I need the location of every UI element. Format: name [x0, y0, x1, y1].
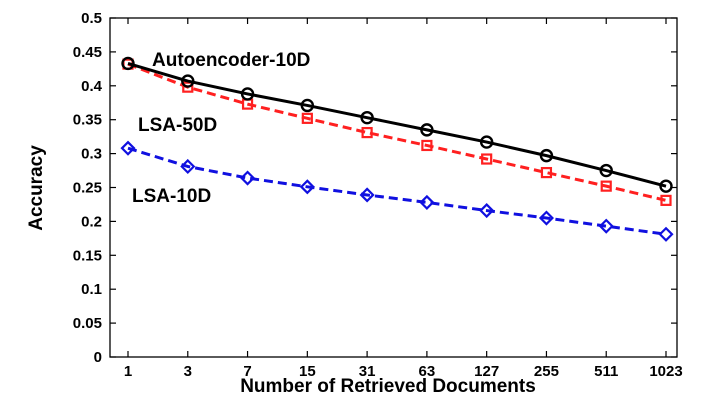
series-autoencoder-10d	[121, 56, 673, 193]
series-lsa-10d	[120, 140, 674, 242]
plot-frame	[109, 17, 678, 358]
y-axis-label: Accuracy	[26, 145, 47, 231]
data-point	[479, 135, 494, 149]
data-point	[240, 87, 255, 101]
data-point	[419, 194, 435, 210]
y-tick-label: 0.4	[81, 78, 103, 95]
x-axis-label: Number of Retrieved Documents	[240, 376, 536, 397]
data-point	[182, 81, 194, 93]
x-tick-label: 3	[184, 363, 192, 380]
x-tick-label: 1	[124, 363, 132, 380]
y-tick-label: 0.5	[81, 10, 102, 27]
x-tick-label: 1023	[649, 363, 682, 380]
data-point	[598, 218, 614, 234]
x-tick-label: 7	[243, 363, 251, 380]
data-point	[600, 180, 612, 192]
series-label: LSA-10D	[132, 186, 211, 207]
y-tick-label: 0.25	[73, 180, 102, 197]
series-line	[127, 146, 667, 236]
y-tick-label: 0	[94, 349, 102, 366]
series-line	[127, 61, 667, 188]
data-point	[239, 170, 256, 186]
y-axis: 0 0.05 0.1 0.15 0.2 0.25 0.3 0.35 0.4 0.45 0.5	[73, 10, 677, 366]
data-point	[299, 179, 315, 195]
x-axis: 1 3 7 15 31 63 127 255 511 1023	[124, 18, 683, 380]
series-label: Autoencoder-10D	[152, 50, 310, 71]
data-point	[359, 187, 375, 203]
series-labels: Autoencoder-10D LSA-50D LSA-10D	[132, 50, 310, 207]
data-point	[180, 158, 196, 175]
data-point	[599, 163, 613, 178]
data-point	[421, 139, 433, 152]
y-tick-label: 0.3	[81, 146, 102, 163]
series-line	[127, 62, 667, 202]
x-tick-label: 255	[534, 363, 559, 380]
y-tick-label: 0.2	[81, 213, 102, 230]
x-tick-label: 63	[419, 363, 436, 380]
y-tick-label: 0.35	[73, 112, 102, 129]
series-label: LSA-50D	[138, 115, 217, 136]
data-point	[301, 112, 313, 124]
x-tick-label: 31	[359, 363, 376, 380]
data-point	[538, 210, 555, 226]
data-point	[539, 148, 554, 163]
y-tick-label: 0.15	[73, 247, 102, 264]
data-point	[300, 98, 315, 113]
data-point	[658, 226, 674, 242]
data-point	[121, 56, 135, 71]
series-layer	[120, 56, 674, 242]
data-point	[660, 194, 672, 206]
data-point	[540, 166, 553, 179]
x-tick-label: 127	[474, 363, 499, 380]
y-tick-label: 0.45	[73, 44, 102, 61]
data-point	[360, 110, 374, 125]
data-point	[361, 126, 373, 139]
y-tick-label: 0.1	[81, 281, 102, 298]
data-point	[120, 140, 136, 156]
x-tick-label: 15	[299, 363, 316, 380]
data-point	[181, 74, 195, 88]
x-tick-label: 511	[594, 363, 618, 380]
data-point	[659, 179, 673, 193]
data-point	[481, 153, 493, 165]
data-point	[420, 123, 434, 137]
data-point	[479, 202, 495, 219]
y-tick-label: 0.05	[73, 315, 102, 332]
